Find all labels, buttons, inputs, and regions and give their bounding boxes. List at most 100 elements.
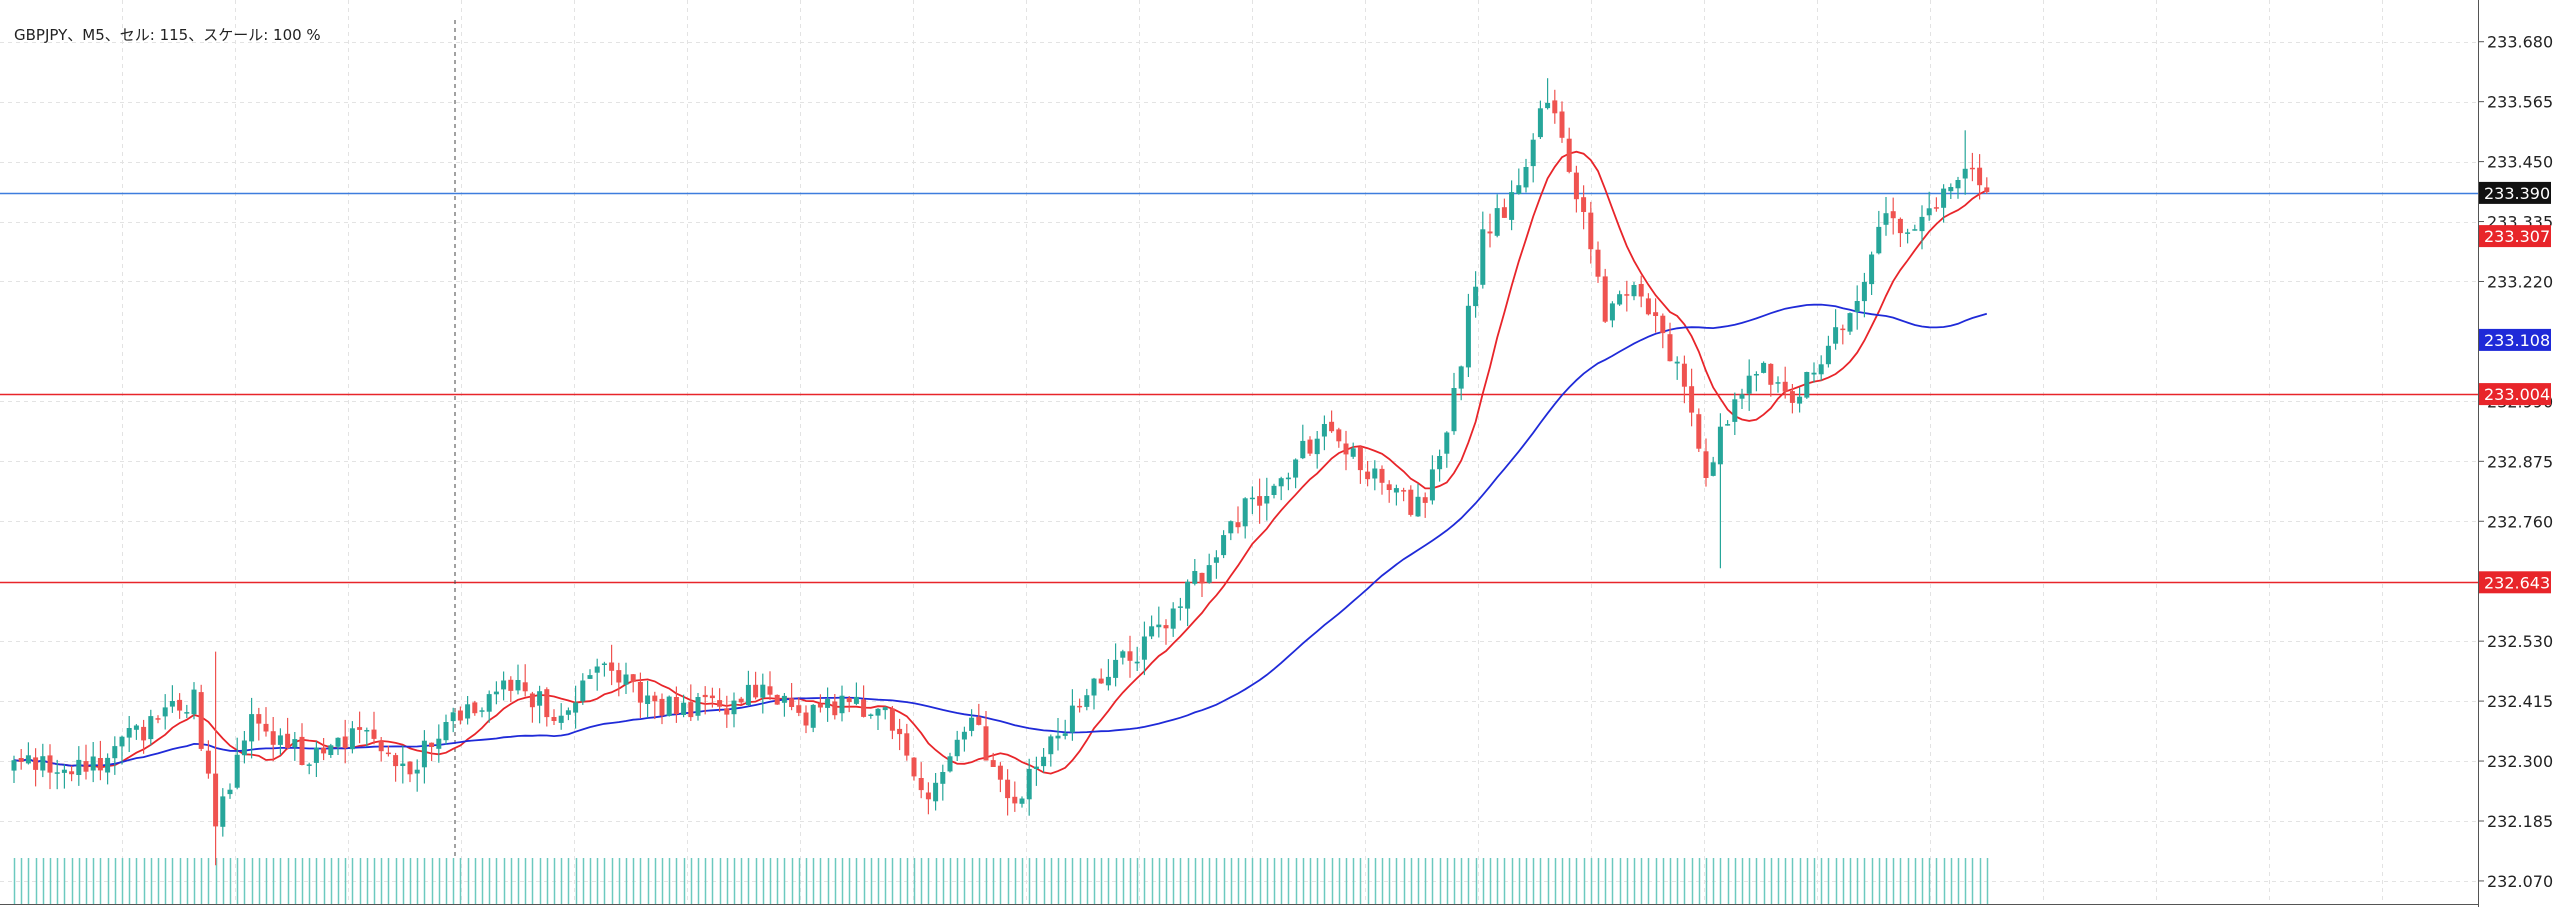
candle (479, 707, 485, 718)
price-tag-background (2479, 181, 2551, 204)
candle-body (1861, 281, 1867, 302)
candle (1437, 449, 1443, 482)
candle (1552, 89, 1558, 124)
candle (789, 683, 795, 711)
candle (1321, 415, 1327, 451)
candle (69, 765, 75, 782)
candle-body (1509, 192, 1515, 220)
candle-body (1912, 229, 1918, 231)
candle-body (1134, 661, 1140, 664)
candle-body (1969, 167, 1975, 170)
candle-body (1487, 231, 1493, 234)
candle (25, 742, 31, 765)
candle-body (148, 716, 154, 740)
candle (1811, 362, 1817, 383)
candle (205, 740, 211, 779)
candle-body (90, 756, 96, 771)
candle-body (1595, 249, 1601, 277)
candle-body (1732, 399, 1738, 422)
candle (580, 673, 586, 705)
candle-body (925, 792, 931, 800)
candle-body (882, 707, 888, 711)
candle (1242, 497, 1248, 539)
candle-body (774, 694, 780, 705)
candle (1357, 446, 1363, 484)
candle (565, 707, 571, 721)
candle (1775, 376, 1781, 393)
candle (594, 658, 600, 691)
candle (1789, 384, 1795, 414)
candle (544, 687, 550, 727)
chart-info-label: GBPJPY、M5、セル: 115、スケール: 100 % (14, 26, 321, 44)
horizontal-lines[interactable] (0, 192, 2478, 584)
candle (1156, 606, 1162, 638)
candle (436, 724, 442, 763)
candle-body (234, 754, 240, 788)
candle-body (1883, 213, 1889, 225)
candle (1055, 718, 1061, 751)
candle (292, 732, 298, 761)
candle-body (277, 735, 283, 745)
candle (1732, 392, 1738, 435)
candle (1465, 293, 1471, 377)
candle (529, 691, 535, 723)
candle-body (321, 747, 327, 754)
candle (321, 738, 327, 761)
candle (1235, 506, 1241, 534)
candle-body (1113, 659, 1119, 678)
candle (335, 737, 341, 755)
candle (1667, 322, 1673, 362)
candle-body (1545, 102, 1551, 109)
candle-body (184, 712, 190, 714)
candle-body (1494, 208, 1500, 236)
candle (1372, 460, 1378, 491)
candle-body (1264, 496, 1270, 504)
candle (465, 696, 471, 725)
candle (1689, 368, 1695, 427)
candle (666, 695, 672, 717)
candle (1717, 413, 1723, 569)
candle (1833, 309, 1839, 350)
candle-body (522, 682, 528, 692)
candle (1026, 758, 1032, 816)
candle (385, 745, 391, 757)
candle-body (76, 759, 82, 775)
candle-body (1091, 678, 1097, 696)
candle (169, 685, 175, 713)
candle (724, 695, 730, 728)
candle (861, 685, 867, 718)
price-tag-label: 233.108 (2484, 331, 2550, 350)
candle (1177, 597, 1183, 621)
candle-body (1768, 363, 1774, 385)
candle (501, 671, 507, 701)
candle-body (623, 674, 629, 685)
candle (184, 704, 190, 718)
candle-body (47, 755, 53, 773)
candle (1422, 492, 1428, 518)
candle-body (1185, 581, 1191, 609)
candle (1365, 461, 1371, 487)
candle (1473, 271, 1479, 318)
candle (508, 676, 514, 703)
candle-body (285, 733, 291, 748)
price-tick-label: 232.300 (2487, 752, 2553, 771)
candle-body (904, 733, 910, 756)
candle-body (133, 725, 139, 730)
candle (1624, 280, 1630, 312)
candle-body (1761, 362, 1767, 373)
candle (349, 721, 355, 754)
candle (342, 719, 348, 764)
candle (141, 719, 147, 754)
candle-body (861, 699, 867, 717)
candle (1501, 198, 1507, 218)
candle (1696, 408, 1702, 452)
candle (421, 730, 427, 784)
price-axis[interactable]: 233.680233.565233.450233.335233.220232.9… (2478, 33, 2553, 891)
candle (1379, 465, 1385, 495)
candle-body (357, 727, 363, 730)
candle-body (1235, 522, 1241, 528)
candle (1653, 298, 1659, 333)
candle-body (1955, 180, 1961, 189)
